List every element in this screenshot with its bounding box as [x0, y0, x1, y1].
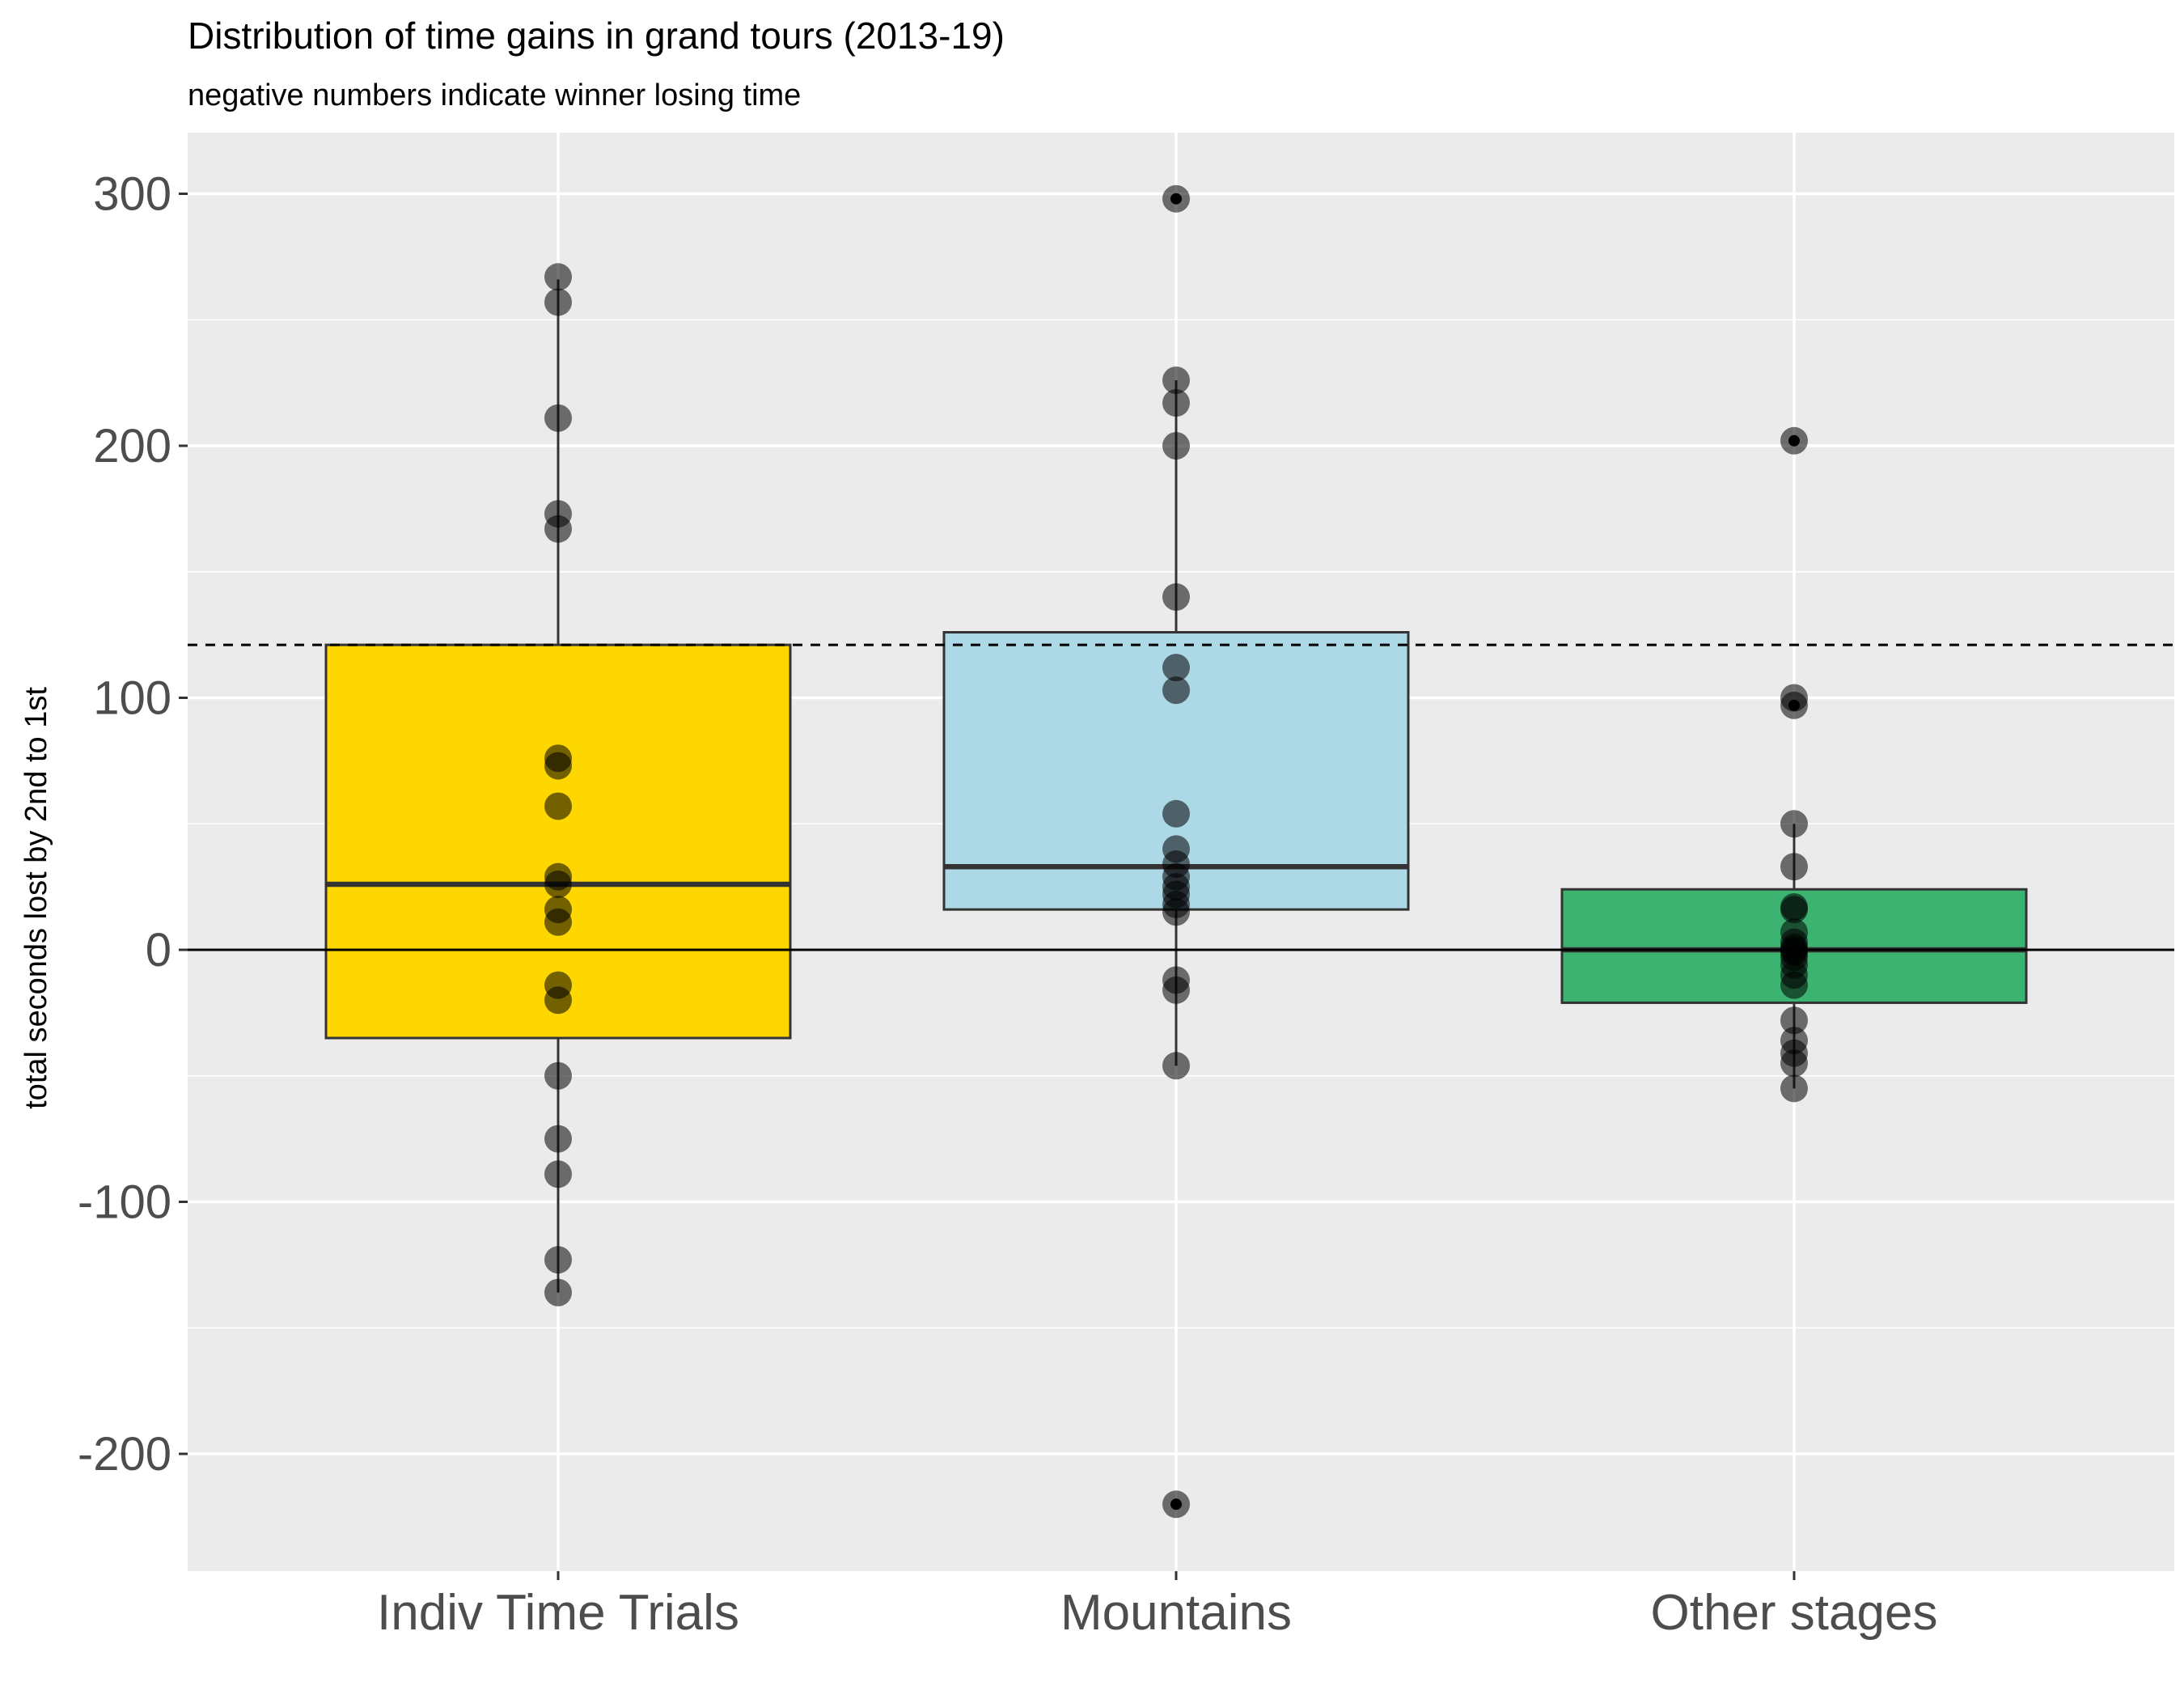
- data-point: [1780, 1006, 1808, 1035]
- data-point: [544, 986, 572, 1015]
- data-point: [544, 908, 572, 936]
- data-point: [1162, 976, 1190, 1004]
- data-point: [1162, 583, 1190, 611]
- data-point: [1162, 389, 1190, 417]
- data-point: [544, 1246, 572, 1274]
- data-point: [544, 752, 572, 780]
- data-point: [544, 1125, 572, 1153]
- data-point: [1162, 1052, 1190, 1080]
- y-tick-label: 300: [93, 168, 171, 221]
- data-point: [544, 288, 572, 316]
- y-tick-label: 0: [146, 924, 171, 977]
- data-point: [1162, 799, 1190, 828]
- data-point: [544, 792, 572, 820]
- y-axis-label: total seconds lost by 2nd to 1st: [19, 687, 53, 1109]
- data-point: [544, 1061, 572, 1090]
- data-point: [544, 404, 572, 432]
- x-tick-label: Other stages: [1651, 1585, 1938, 1641]
- data-point: [1780, 971, 1808, 999]
- data-point: [544, 263, 572, 291]
- data-point: [1162, 432, 1190, 460]
- data-point: [544, 1160, 572, 1188]
- data-point: [1780, 1074, 1808, 1103]
- outlier-point: [1788, 434, 1800, 447]
- x-axis-ticks: Indiv Time Trials Mountains Other stages: [377, 1571, 1937, 1641]
- data-point: [544, 871, 572, 899]
- data-point: [1780, 810, 1808, 838]
- y-axis-ticks: -200 -100 0 100 200 300: [78, 168, 188, 1481]
- chart-title: Distribution of time gains in grand tour…: [188, 15, 1005, 57]
- y-tick-label: 100: [93, 672, 171, 725]
- reference-lines: [188, 643, 2174, 951]
- data-point: [1780, 896, 1808, 924]
- data-point: [1162, 366, 1190, 395]
- outlier-point: [1788, 699, 1800, 711]
- data-point: [1780, 1049, 1808, 1078]
- data-points: [544, 184, 1808, 1519]
- data-point: [544, 1278, 572, 1307]
- outlier-point: [1170, 193, 1182, 205]
- data-point: [1162, 654, 1190, 682]
- data-point: [544, 515, 572, 543]
- data-point: [1162, 676, 1190, 705]
- y-tick-label: -200: [78, 1428, 171, 1481]
- y-tick-label: -100: [78, 1176, 171, 1229]
- data-point: [1162, 898, 1190, 926]
- x-tick-label: Indiv Time Trials: [377, 1585, 739, 1641]
- y-tick-label: 200: [93, 420, 171, 472]
- outlier-point: [1170, 1498, 1182, 1510]
- data-point: [1780, 853, 1808, 881]
- x-tick-label: Mountains: [1060, 1585, 1292, 1641]
- chart-subtitle: negative numbers indicate winner losing …: [188, 78, 801, 112]
